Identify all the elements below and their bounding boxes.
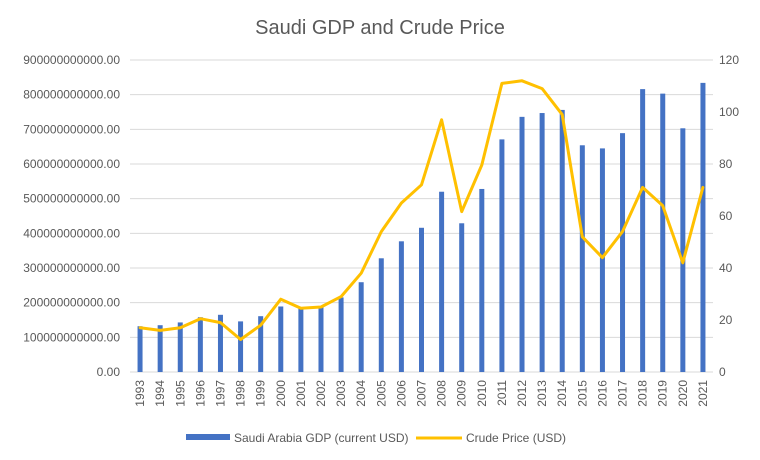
left-tick-label: 200000000000.00 [23, 296, 120, 310]
bar [680, 128, 686, 372]
bar [559, 109, 565, 373]
x-tick-label: 2020 [676, 380, 690, 407]
bar [519, 116, 525, 372]
left-tick-label: 0.00 [97, 365, 121, 379]
legend-label-gdp: Saudi Arabia GDP (current USD) [234, 431, 409, 445]
x-tick-label: 1994 [153, 380, 167, 407]
bar [479, 188, 485, 372]
x-tick-label: 2003 [334, 380, 348, 407]
x-tick-label: 1996 [193, 380, 207, 407]
right-tick-label: 40 [719, 261, 733, 275]
right-tick-label: 80 [719, 157, 733, 171]
right-tick-label: 0 [719, 365, 726, 379]
bar [398, 241, 404, 372]
bar [419, 227, 424, 372]
bar [157, 325, 163, 372]
x-tick-label: 2005 [374, 380, 388, 407]
x-tick-label: 2019 [656, 380, 670, 407]
x-tick-label: 2013 [535, 380, 549, 407]
legend-swatch-gdp [186, 434, 230, 440]
x-tick-label: 2006 [394, 380, 408, 407]
bar [258, 316, 264, 372]
x-tick-label: 1995 [173, 380, 187, 407]
x-tick-label: 2015 [575, 380, 589, 407]
bar [338, 297, 344, 372]
x-tick-label: 2010 [475, 380, 489, 407]
x-tick-label: 1998 [234, 380, 248, 407]
left-tick-label: 300000000000.00 [23, 261, 120, 275]
x-axis-ticks: 1993 1994 1995 1996 1997 1998 1999 2000 2001 2002… [133, 380, 710, 407]
left-tick-label: 700000000000.00 [23, 122, 120, 136]
right-tick-label: 20 [719, 313, 733, 327]
bar [620, 133, 626, 372]
x-tick-label: 2011 [495, 380, 509, 406]
left-tick-label: 900000000000.00 [23, 53, 120, 67]
bar [539, 113, 545, 372]
bar [378, 258, 384, 372]
left-tick-label: 100000000000.00 [23, 330, 120, 344]
legend-label-crude: Crude Price (USD) [466, 431, 566, 445]
x-tick-label: 2001 [294, 380, 308, 407]
line-series [138, 79, 705, 341]
bar [599, 148, 605, 372]
x-tick-label: 2021 [696, 380, 710, 407]
x-tick-label: 1997 [213, 380, 227, 407]
right-tick-label: 100 [719, 105, 739, 119]
bar [358, 282, 364, 372]
left-tick-label: 500000000000.00 [23, 192, 120, 206]
x-tick-label: 2016 [595, 380, 609, 407]
bar [177, 322, 183, 372]
x-tick-label: 2017 [616, 380, 630, 407]
bar [298, 308, 304, 372]
bar [318, 306, 324, 372]
bar [660, 93, 666, 373]
x-tick-label: 1993 [133, 380, 147, 407]
x-tick-label: 2008 [435, 380, 449, 407]
bar [197, 317, 203, 372]
x-tick-label: 2002 [314, 380, 328, 407]
chart-title: Saudi GDP and Crude Price [255, 17, 505, 39]
x-tick-label: 2000 [274, 380, 288, 407]
bar [700, 82, 706, 372]
bar [640, 89, 646, 373]
legend: Saudi Arabia GDP (current USD) Crude Pri… [186, 431, 566, 445]
bar [238, 321, 244, 372]
right-tick-label: 120 [719, 53, 739, 67]
left-tick-label: 800000000000.00 [23, 88, 120, 102]
x-tick-label: 2007 [415, 380, 429, 407]
x-tick-label: 2012 [515, 380, 529, 407]
bar [137, 326, 143, 372]
left-tick-label: 600000000000.00 [23, 157, 120, 171]
bar [217, 314, 223, 372]
x-tick-label: 2009 [455, 380, 469, 407]
x-tick-label: 2018 [636, 380, 650, 407]
bar [278, 306, 284, 372]
bar [439, 191, 445, 372]
x-tick-label: 1999 [254, 380, 268, 407]
crude-price-line [138, 79, 705, 341]
bar [579, 145, 585, 372]
right-tick-label: 60 [719, 209, 733, 223]
right-axis-ticks: 0 20 40 60 80 100 120 [719, 53, 739, 379]
left-axis-ticks: 0.00 100000000000.00 200000000000.00 300000… [23, 53, 120, 379]
x-tick-label: 2014 [555, 380, 569, 407]
left-tick-label: 400000000000.00 [23, 226, 120, 240]
bar [459, 223, 465, 372]
x-tick-label: 2004 [354, 380, 368, 407]
bar-series [137, 82, 706, 373]
bar [499, 139, 505, 372]
